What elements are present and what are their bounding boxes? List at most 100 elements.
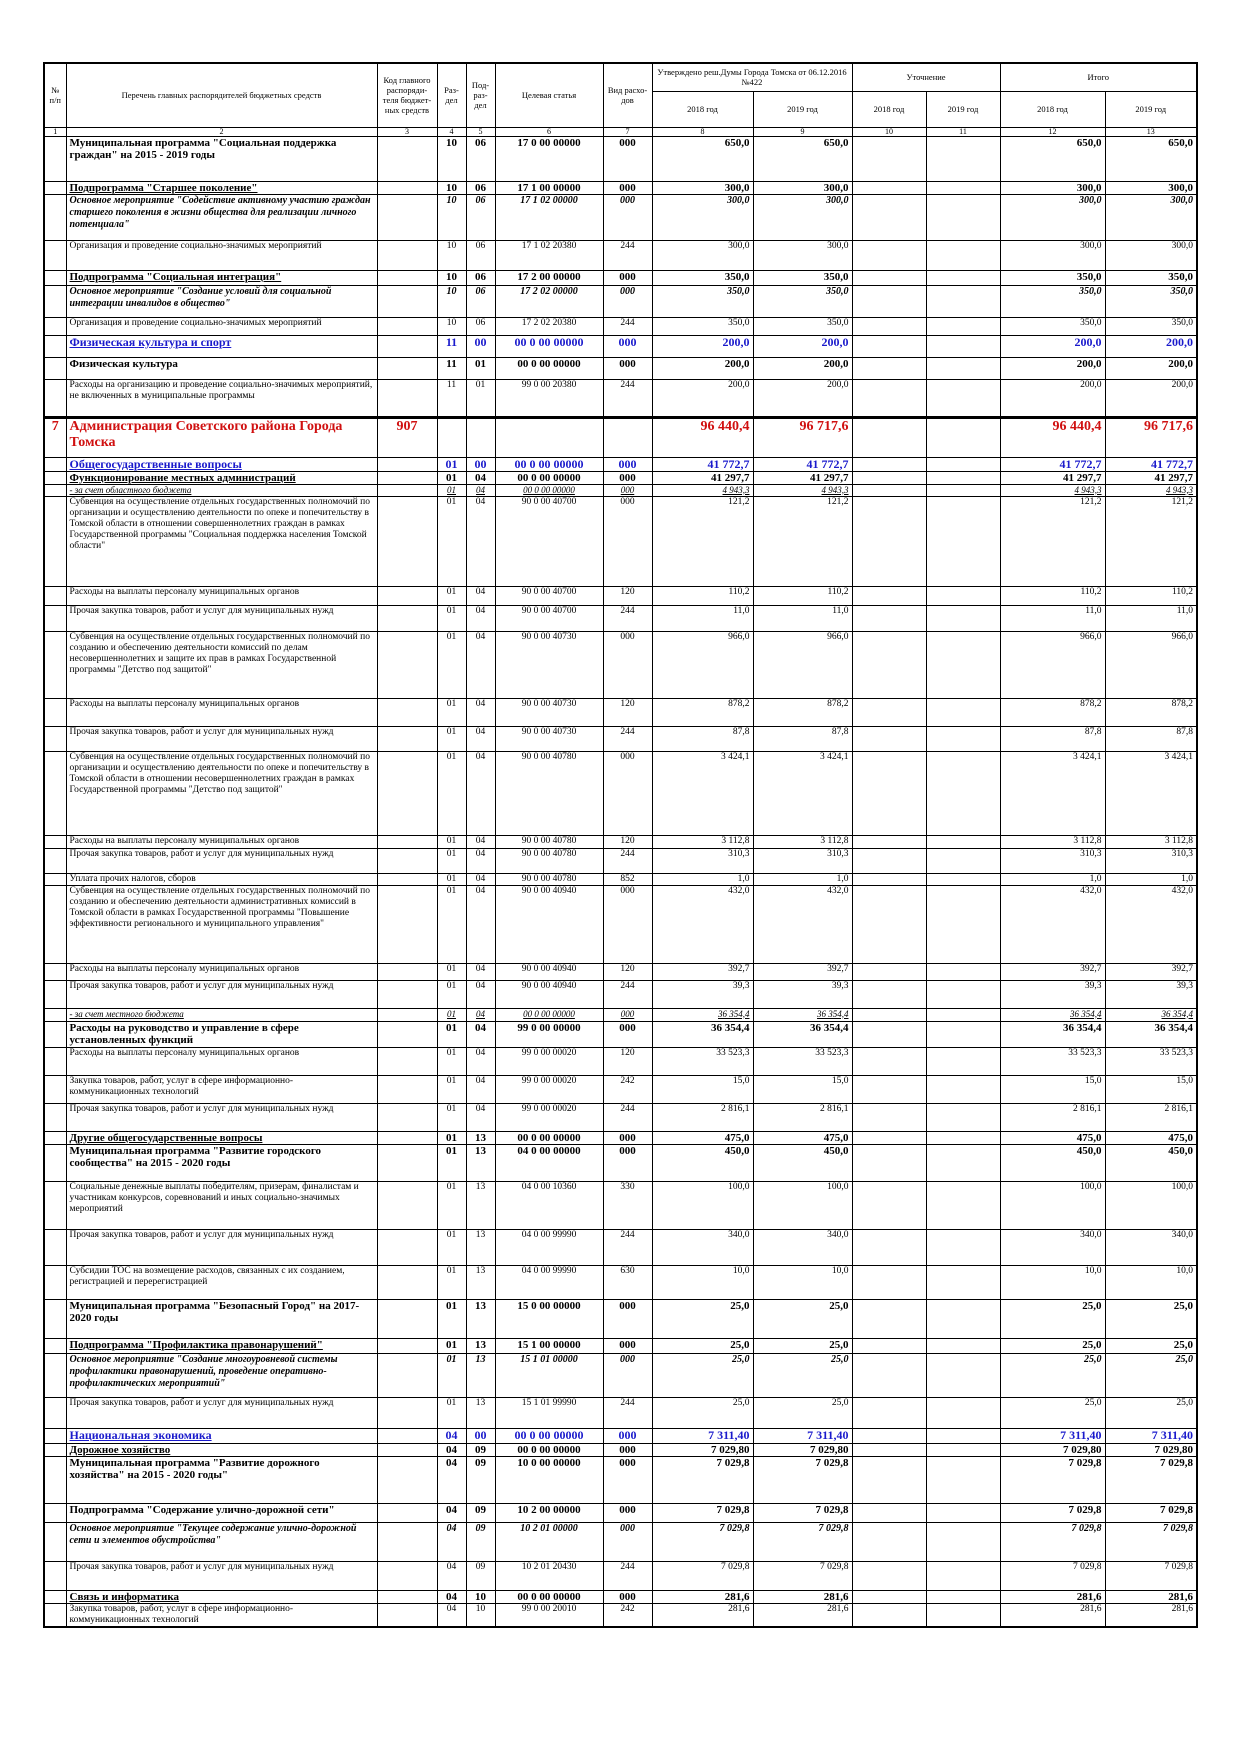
cell: 350,0 [1104,269,1198,286]
table-row: Субвенция на осуществление отдельных гос… [43,630,1198,699]
cell: 7 029,8 [752,1455,853,1504]
cell: 04 0 00 10360 [494,1180,604,1230]
cell: 300,0 [752,180,853,195]
cell: 04 [436,1455,467,1504]
table-row: 7 Администрация Советского района Города … [43,416,1198,458]
cell [43,979,67,1009]
cell: Подпрограмма "Социальная интеграция" [65,269,378,286]
cell: 11,0 [651,604,754,632]
cell: 392,7 [1104,962,1198,981]
cell: 04 [465,1007,496,1022]
cell [925,1521,1001,1562]
cell: 110,2 [651,585,754,606]
cell [376,193,438,241]
table-row: Уплата прочих налогов, сборов 01 04 90 0 00… [43,872,1198,886]
cell [925,135,1001,182]
cell: 244 [602,604,653,632]
table-row: Прочая закупка товаров, работ и услуг дл… [43,847,1198,874]
cell [43,1143,67,1182]
cell: Муниципальная программа "Безопасный Горо… [65,1298,378,1339]
cell [43,1502,67,1523]
cell: 7 029,8 [1104,1560,1198,1591]
cell: 3 424,1 [651,750,754,836]
budget-table: № п/п Перечень главных распорядителей бю… [43,62,1199,1628]
cell: Дорожное хозяйство [65,1442,378,1457]
cell [43,470,67,485]
cell: 11 [436,334,467,358]
cell [851,1455,927,1504]
cell: 000 [602,1337,653,1354]
cell: 000 [602,1455,653,1504]
column-number: 13 [1104,126,1198,137]
cell: 340,0 [1104,1228,1198,1266]
cell: Подпрограмма "Старшее поколение" [65,180,378,195]
cell: 878,2 [1104,697,1198,727]
table-row: Подпрограмма "Профилактика правонарушени… [43,1337,1198,1354]
cell [43,316,67,336]
cell [851,1102,927,1132]
cell: 310,3 [999,847,1106,874]
cell [851,1396,927,1429]
cell: 1,0 [1104,872,1198,886]
table-row: Подпрограмма "Содержание улично-дорожной… [43,1502,1198,1523]
cell: Прочая закупка товаров, работ и услуг дл… [65,725,378,752]
cell: 01 [436,1352,467,1398]
cell: 04 [465,979,496,1009]
cell: 10 [436,193,467,241]
cell: 04 [436,1521,467,1562]
cell: 7 029,80 [1104,1442,1198,1457]
cell: 25,0 [1104,1337,1198,1354]
cell: 7 029,8 [1104,1502,1198,1523]
cell [925,1007,1001,1022]
cell: 90 0 00 40780 [494,872,604,886]
year-cell: 2019 год [925,90,1001,128]
cell: 450,0 [1104,1143,1198,1182]
cell: 244 [602,1102,653,1132]
table-row: Основное мероприятие "Текущее содержание… [43,1521,1198,1562]
cell: 11,0 [1104,604,1198,632]
cell: 06 [465,316,496,336]
cell: 99 0 00 20380 [494,378,604,418]
cell [851,269,927,286]
cell: Подпрограмма "Профилактика правонарушени… [65,1337,378,1354]
cell: Другие общегосударственные вопросы [65,1130,378,1145]
cell: 15,0 [651,1074,754,1104]
cell: 90 0 00 40730 [494,725,604,752]
cell: 11,0 [999,604,1106,632]
cell: 300,0 [999,180,1106,195]
cell: 000 [602,483,653,497]
cell: 04 [465,585,496,606]
cell: 00 0 00 00000 [494,1007,604,1022]
cell [851,979,927,1009]
cell: 450,0 [999,1143,1106,1182]
cell [851,697,927,727]
cell [376,1602,438,1627]
cell [925,1560,1001,1591]
table-row: Другие общегосударственные вопросы 01 13 00… [43,1130,1198,1145]
cell: 350,0 [651,316,754,336]
cell: 200,0 [651,378,754,418]
cell [43,1352,67,1398]
cell: 25,0 [1104,1396,1198,1429]
cell [43,495,67,587]
cell [925,356,1001,380]
cell: 96 440,4 [651,416,754,458]
cell: 000 [602,1521,653,1562]
cell: 06 [465,239,496,271]
cell [925,1143,1001,1182]
cell [925,1589,1001,1604]
cell: Основное мероприятие "Создание условий д… [65,284,378,318]
cell: 25,0 [752,1352,853,1398]
cell [925,269,1001,286]
cell: 36 354,4 [1104,1020,1198,1048]
cell: 01 [436,1130,467,1145]
header-cell: Утверждено реш.Думы Города Томска от 06.… [651,62,853,92]
cell [43,1455,67,1504]
cell: 01 [436,630,467,699]
cell: 10 2 01 00000 [494,1521,604,1562]
cell [925,604,1001,632]
cell [43,1074,67,1104]
table-row: Организация и проведение социально-значи… [43,316,1198,336]
cell: 15 1 01 00000 [494,1352,604,1398]
cell: 110,2 [1104,585,1198,606]
